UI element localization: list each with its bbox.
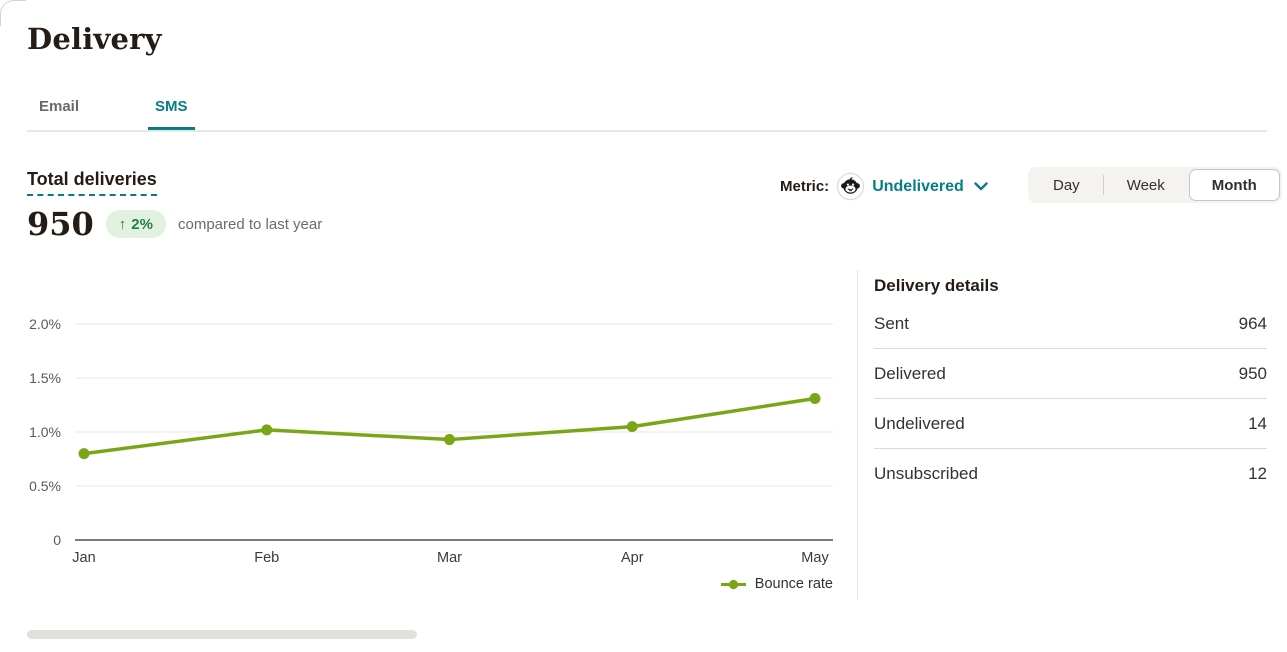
svg-text:May: May	[801, 550, 829, 566]
comparison-text: compared to last year	[177, 215, 323, 233]
detail-label: Undelivered	[874, 413, 965, 433]
svg-text:1.0%: 1.0%	[29, 424, 61, 440]
detail-label: Unsubscribed	[874, 464, 978, 483]
svg-text:Feb: Feb	[254, 550, 279, 566]
svg-text:Mar: Mar	[437, 550, 462, 566]
channel-tabs: Email SMS	[32, 96, 195, 130]
page-title: Delivery	[27, 22, 162, 56]
metric-label: Metric:	[780, 178, 830, 195]
chevron-down-icon	[974, 182, 988, 191]
detail-row-undelivered: Undelivered 14	[874, 399, 1267, 449]
range-option-week[interactable]: Week	[1104, 169, 1188, 201]
horizontal-scrollbar-thumb[interactable]	[27, 630, 417, 639]
svg-text:Jan: Jan	[72, 550, 95, 566]
legend-label: Bounce rate	[754, 576, 833, 592]
svg-text:0: 0	[53, 532, 61, 548]
tabs-divider	[27, 130, 1267, 132]
detail-label: Sent	[874, 313, 909, 333]
detail-row-delivered: Delivered 950	[874, 349, 1267, 399]
detail-row-sent: Sent 964	[874, 299, 1267, 349]
legend-line-dot-icon	[720, 579, 746, 589]
svg-text:2.0%: 2.0%	[29, 316, 61, 332]
change-percent: 2%	[131, 215, 153, 233]
arrow-up-icon: ↑	[118, 215, 127, 233]
segment-separator	[1102, 175, 1104, 195]
range-option-month[interactable]: Month	[1188, 169, 1280, 201]
bounce-rate-chart: 2.0% 1.5% 1.0% 0.5% 0 Jan Feb Mar Apr May Bounce …	[27, 310, 833, 610]
line-chart-plot: 2.0% 1.5% 1.0% 0.5% 0 Jan Feb Mar Apr May	[29, 316, 833, 566]
svg-text:0.5%: 0.5%	[29, 478, 61, 494]
detail-value: 12	[1248, 464, 1267, 483]
detail-value: 964	[1238, 313, 1267, 333]
card-corner-decoration	[0, 0, 26, 26]
detail-value: 14	[1248, 413, 1267, 433]
range-segmented-control: Day Week Month	[1028, 167, 1282, 203]
detail-label: Delivered	[874, 363, 946, 383]
legend-item-bounce-rate[interactable]: Bounce rate	[720, 576, 833, 592]
tab-sms[interactable]: SMS	[148, 96, 195, 130]
details-title: Delivery details	[874, 276, 999, 295]
delivery-details-panel: Delivery details Sent 964 Delivered 950 …	[857, 270, 1267, 600]
mailchimp-freddie-icon	[837, 173, 865, 200]
svg-text:1.5%: 1.5%	[29, 370, 61, 386]
total-deliveries-label[interactable]: Total deliveries	[27, 169, 157, 196]
tab-email[interactable]: Email	[39, 98, 80, 115]
svg-text:Apr: Apr	[621, 550, 644, 566]
range-option-day[interactable]: Day	[1030, 169, 1103, 201]
metric-selected-value: Undelivered	[872, 177, 964, 195]
metric-dropdown[interactable]: Metric: Undelivered	[780, 173, 988, 200]
total-deliveries-value: 950	[27, 205, 94, 243]
detail-row-unsubscribed: Unsubscribed 12	[874, 449, 1267, 499]
total-deliveries-summary: Total deliveries 950 ↑ 2% compared to la…	[27, 169, 322, 240]
detail-value: 950	[1238, 363, 1267, 383]
change-badge: ↑ 2%	[105, 210, 166, 238]
